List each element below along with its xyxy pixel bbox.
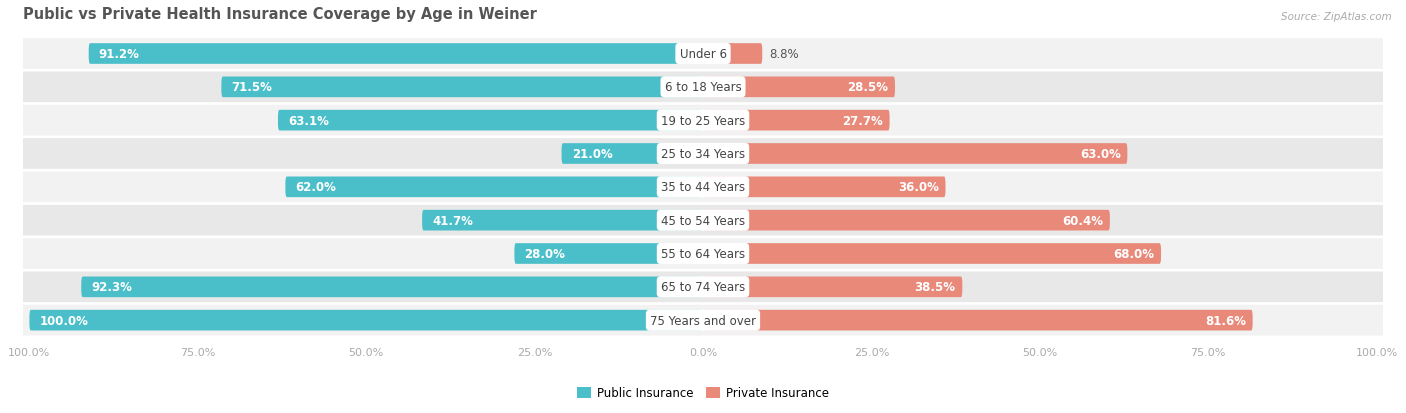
Text: 62.0%: 62.0% — [295, 181, 336, 194]
FancyBboxPatch shape — [15, 39, 1391, 70]
FancyBboxPatch shape — [15, 205, 1391, 236]
FancyBboxPatch shape — [15, 239, 1391, 269]
FancyBboxPatch shape — [15, 106, 1391, 136]
Text: 75 Years and over: 75 Years and over — [650, 314, 756, 327]
Text: 63.0%: 63.0% — [1080, 147, 1121, 161]
Text: 25 to 34 Years: 25 to 34 Years — [661, 147, 745, 161]
FancyBboxPatch shape — [15, 172, 1391, 203]
Text: 8.8%: 8.8% — [769, 48, 799, 61]
Text: 36.0%: 36.0% — [898, 181, 939, 194]
Text: 28.0%: 28.0% — [524, 247, 565, 260]
Text: 60.4%: 60.4% — [1062, 214, 1104, 227]
FancyBboxPatch shape — [15, 272, 1391, 302]
FancyBboxPatch shape — [703, 210, 1109, 231]
FancyBboxPatch shape — [82, 277, 703, 297]
Text: 6 to 18 Years: 6 to 18 Years — [665, 81, 741, 94]
Text: 55 to 64 Years: 55 to 64 Years — [661, 247, 745, 260]
FancyBboxPatch shape — [15, 305, 1391, 336]
Text: 41.7%: 41.7% — [432, 214, 472, 227]
FancyBboxPatch shape — [703, 77, 896, 98]
Text: 27.7%: 27.7% — [842, 114, 883, 127]
Text: Under 6: Under 6 — [679, 48, 727, 61]
FancyBboxPatch shape — [285, 177, 703, 198]
Text: 92.3%: 92.3% — [91, 281, 132, 294]
FancyBboxPatch shape — [703, 144, 1128, 164]
Text: 21.0%: 21.0% — [572, 147, 613, 161]
FancyBboxPatch shape — [221, 77, 703, 98]
FancyBboxPatch shape — [703, 44, 762, 65]
Text: 68.0%: 68.0% — [1114, 247, 1154, 260]
FancyBboxPatch shape — [30, 310, 703, 331]
FancyBboxPatch shape — [422, 210, 703, 231]
FancyBboxPatch shape — [15, 139, 1391, 169]
Text: Public vs Private Health Insurance Coverage by Age in Weiner: Public vs Private Health Insurance Cover… — [22, 7, 537, 22]
Text: 100.0%: 100.0% — [39, 314, 89, 327]
FancyBboxPatch shape — [703, 277, 962, 297]
FancyBboxPatch shape — [515, 244, 703, 264]
Text: 19 to 25 Years: 19 to 25 Years — [661, 114, 745, 127]
Text: 63.1%: 63.1% — [288, 114, 329, 127]
FancyBboxPatch shape — [561, 144, 703, 164]
FancyBboxPatch shape — [703, 111, 890, 131]
FancyBboxPatch shape — [89, 44, 703, 65]
Text: 28.5%: 28.5% — [848, 81, 889, 94]
FancyBboxPatch shape — [703, 177, 945, 198]
FancyBboxPatch shape — [703, 244, 1161, 264]
Text: 38.5%: 38.5% — [914, 281, 956, 294]
Text: 91.2%: 91.2% — [98, 48, 139, 61]
Legend: Public Insurance, Private Insurance: Public Insurance, Private Insurance — [572, 382, 834, 404]
Text: 35 to 44 Years: 35 to 44 Years — [661, 181, 745, 194]
Text: 81.6%: 81.6% — [1205, 314, 1246, 327]
Text: 71.5%: 71.5% — [232, 81, 273, 94]
FancyBboxPatch shape — [15, 72, 1391, 103]
Text: 45 to 54 Years: 45 to 54 Years — [661, 214, 745, 227]
Text: Source: ZipAtlas.com: Source: ZipAtlas.com — [1281, 12, 1392, 22]
Text: 65 to 74 Years: 65 to 74 Years — [661, 281, 745, 294]
FancyBboxPatch shape — [278, 111, 703, 131]
FancyBboxPatch shape — [703, 310, 1253, 331]
